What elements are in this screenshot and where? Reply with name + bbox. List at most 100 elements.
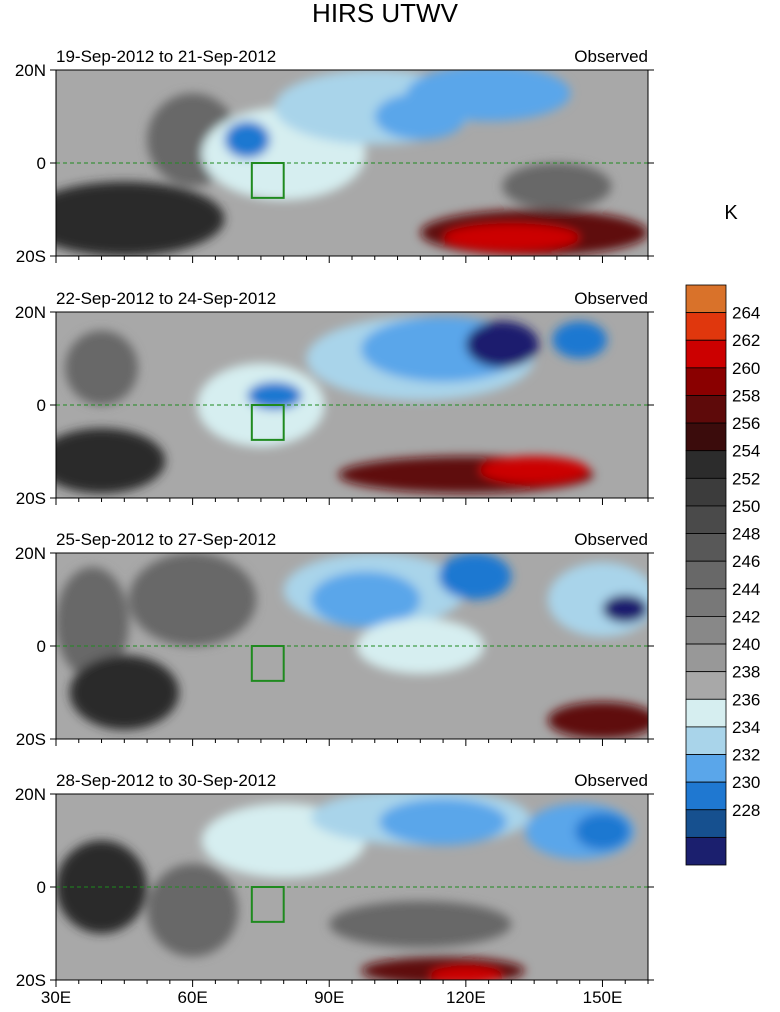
y-tick-label: 20S xyxy=(16,247,46,266)
colorbar-swatch xyxy=(685,754,727,783)
field-contours xyxy=(56,316,608,494)
x-axis: 30E 60E 90E 120E 150E xyxy=(41,988,622,1007)
contour-region xyxy=(224,121,271,159)
contour-region xyxy=(547,701,648,739)
colorbar-level: 252 xyxy=(732,469,760,488)
box-region xyxy=(250,645,285,682)
colorbar-swatch xyxy=(685,422,727,452)
colorbar-swatch xyxy=(685,339,727,369)
colorbar-swatch xyxy=(685,726,727,755)
contour-region xyxy=(247,381,302,410)
colorbar-level: 258 xyxy=(732,386,760,405)
y-tick-label: 0 xyxy=(37,154,46,173)
colorbar-swatch xyxy=(685,367,727,396)
colorbar-level: 250 xyxy=(732,497,760,516)
colorbar-swatch xyxy=(685,588,727,617)
colorbar-swatch xyxy=(685,533,727,562)
box-region xyxy=(250,886,285,923)
colorbar-unit: K xyxy=(724,202,738,224)
colorbar-swatch xyxy=(685,477,727,507)
contour-region xyxy=(56,566,129,679)
box-region xyxy=(250,162,285,199)
panel-period: 28-Sep-2012 to 30-Sep-2012 xyxy=(56,771,276,790)
contour-region xyxy=(575,812,630,850)
colorbar-swatch xyxy=(685,698,727,728)
contour-region xyxy=(429,966,503,980)
colorbar-swatch xyxy=(685,643,727,673)
colorbar-level: 256 xyxy=(732,414,760,433)
utwv-field xyxy=(56,553,648,739)
colorbar-swatch xyxy=(685,395,727,424)
colorbar-swatch xyxy=(685,671,727,700)
colorbar-swatch xyxy=(685,312,727,341)
field-contours xyxy=(56,70,648,256)
colorbar-level: 246 xyxy=(732,552,760,571)
contour-region xyxy=(374,93,466,140)
colorbar-level: 230 xyxy=(732,773,760,792)
colorbar-level: 228 xyxy=(732,801,760,820)
colorbar-level: 232 xyxy=(732,746,760,765)
y-tick-label: 20N xyxy=(15,544,46,563)
colorbar-level: 242 xyxy=(732,607,760,626)
panel-period: 22-Sep-2012 to 24-Sep-2012 xyxy=(56,289,276,308)
panel-2: 22-Sep-2012 to 24-Sep-2012 Observed 20S 0 20… xyxy=(15,289,654,508)
contour-region xyxy=(602,594,648,623)
contour-region xyxy=(311,571,421,628)
panel-label: Observed xyxy=(574,530,648,549)
colorbar-swatch xyxy=(685,809,727,838)
panel-period: 25-Sep-2012 to 27-Sep-2012 xyxy=(56,530,276,549)
colorbar-swatch xyxy=(685,560,727,590)
colorbar-level: 254 xyxy=(732,442,760,461)
colorbar-level: 264 xyxy=(732,304,760,323)
panel-label: Observed xyxy=(574,771,648,790)
contour-region xyxy=(479,456,589,485)
panel-group: 19-Sep-2012 to 21-Sep-2012 Observed 20S 0 20… xyxy=(15,47,654,990)
x-tick-label: 60E xyxy=(177,988,207,1007)
contour-region xyxy=(147,863,239,957)
colorbar-swatch xyxy=(685,505,727,534)
contour-region xyxy=(329,900,512,948)
contour-region xyxy=(128,553,257,646)
colorbar-swatch xyxy=(685,284,727,314)
x-tick-label: 120E xyxy=(446,988,486,1007)
colorbar-swatch xyxy=(685,781,727,811)
panel-label: Observed xyxy=(574,47,648,66)
colorbar-level: 234 xyxy=(732,718,760,737)
x-tick-label: 90E xyxy=(314,988,344,1007)
contour-region xyxy=(552,321,608,359)
y-tick-label: 20S xyxy=(16,971,46,990)
y-tick-label: 20N xyxy=(15,785,46,804)
colorbar-level: 262 xyxy=(732,331,760,350)
y-tick-label: 0 xyxy=(37,396,46,415)
panel-period: 19-Sep-2012 to 21-Sep-2012 xyxy=(56,47,276,66)
field-contours xyxy=(56,553,648,739)
colorbar-level: 248 xyxy=(732,525,760,544)
utwv-field xyxy=(56,70,648,256)
colorbar-level: 238 xyxy=(732,663,760,682)
contour-region xyxy=(438,553,512,600)
contour-region xyxy=(69,655,179,730)
y-tick-label: 20S xyxy=(16,730,46,749)
colorbar: K 264 262 260 258 256 254 252 250 248 246 244 242 240… xyxy=(685,202,760,866)
box-region xyxy=(250,404,285,441)
contour-region xyxy=(65,330,138,405)
x-tick-label: 30E xyxy=(41,988,71,1007)
colorbar-swatch xyxy=(685,616,727,645)
contour-region xyxy=(502,163,612,210)
colorbar-level: 236 xyxy=(732,690,760,709)
contour-region xyxy=(443,223,580,252)
colorbar-swatch xyxy=(685,836,727,866)
panel-label: Observed xyxy=(574,289,648,308)
chart-title: HIRS UTWV xyxy=(312,0,459,28)
contour-region xyxy=(56,428,166,494)
contour-region xyxy=(379,798,507,846)
colorbar-level: 240 xyxy=(732,635,760,654)
panel-1: 19-Sep-2012 to 21-Sep-2012 Observed 20S 0 20… xyxy=(15,47,654,266)
colorbar-level: 244 xyxy=(732,580,760,599)
contour-region xyxy=(465,321,539,368)
contour-region xyxy=(56,181,225,256)
y-tick-label: 20S xyxy=(16,489,46,508)
panel-3: 25-Sep-2012 to 27-Sep-2012 Observed 20S 0 20… xyxy=(15,530,654,749)
y-tick-label: 20N xyxy=(15,303,46,322)
